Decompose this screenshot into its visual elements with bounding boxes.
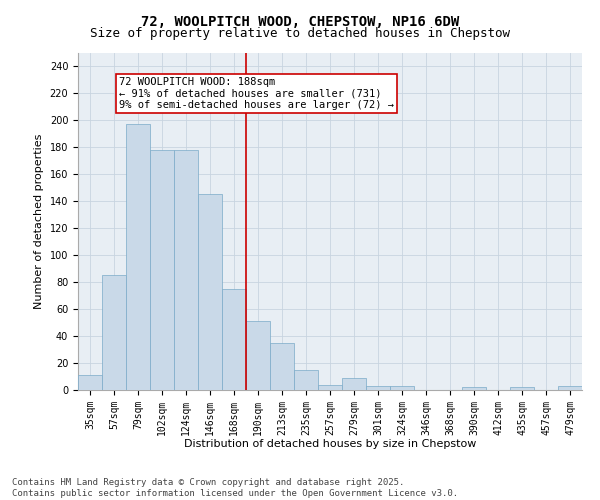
Bar <box>318 384 342 390</box>
Bar <box>558 386 582 390</box>
Bar <box>366 386 390 390</box>
Text: 72, WOOLPITCH WOOD, CHEPSTOW, NP16 6DW: 72, WOOLPITCH WOOD, CHEPSTOW, NP16 6DW <box>141 15 459 29</box>
Text: Contains HM Land Registry data © Crown copyright and database right 2025.
Contai: Contains HM Land Registry data © Crown c… <box>12 478 458 498</box>
Text: 72 WOOLPITCH WOOD: 188sqm
← 91% of detached houses are smaller (731)
9% of semi-: 72 WOOLPITCH WOOD: 188sqm ← 91% of detac… <box>119 77 394 110</box>
Bar <box>198 194 222 390</box>
Bar <box>246 321 270 390</box>
Bar <box>150 150 174 390</box>
Bar <box>222 289 246 390</box>
Text: Size of property relative to detached houses in Chepstow: Size of property relative to detached ho… <box>90 28 510 40</box>
Bar <box>270 343 294 390</box>
Bar <box>102 275 126 390</box>
Bar <box>174 150 198 390</box>
Bar <box>510 388 534 390</box>
Bar <box>294 370 318 390</box>
Bar <box>126 124 150 390</box>
Bar <box>462 388 486 390</box>
Bar <box>78 375 102 390</box>
X-axis label: Distribution of detached houses by size in Chepstow: Distribution of detached houses by size … <box>184 439 476 449</box>
Bar <box>390 386 414 390</box>
Y-axis label: Number of detached properties: Number of detached properties <box>34 134 44 309</box>
Bar <box>342 378 366 390</box>
